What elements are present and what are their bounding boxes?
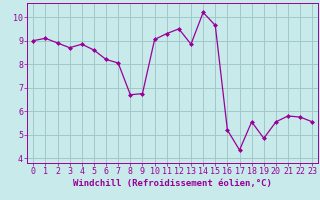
X-axis label: Windchill (Refroidissement éolien,°C): Windchill (Refroidissement éolien,°C) (73, 179, 272, 188)
